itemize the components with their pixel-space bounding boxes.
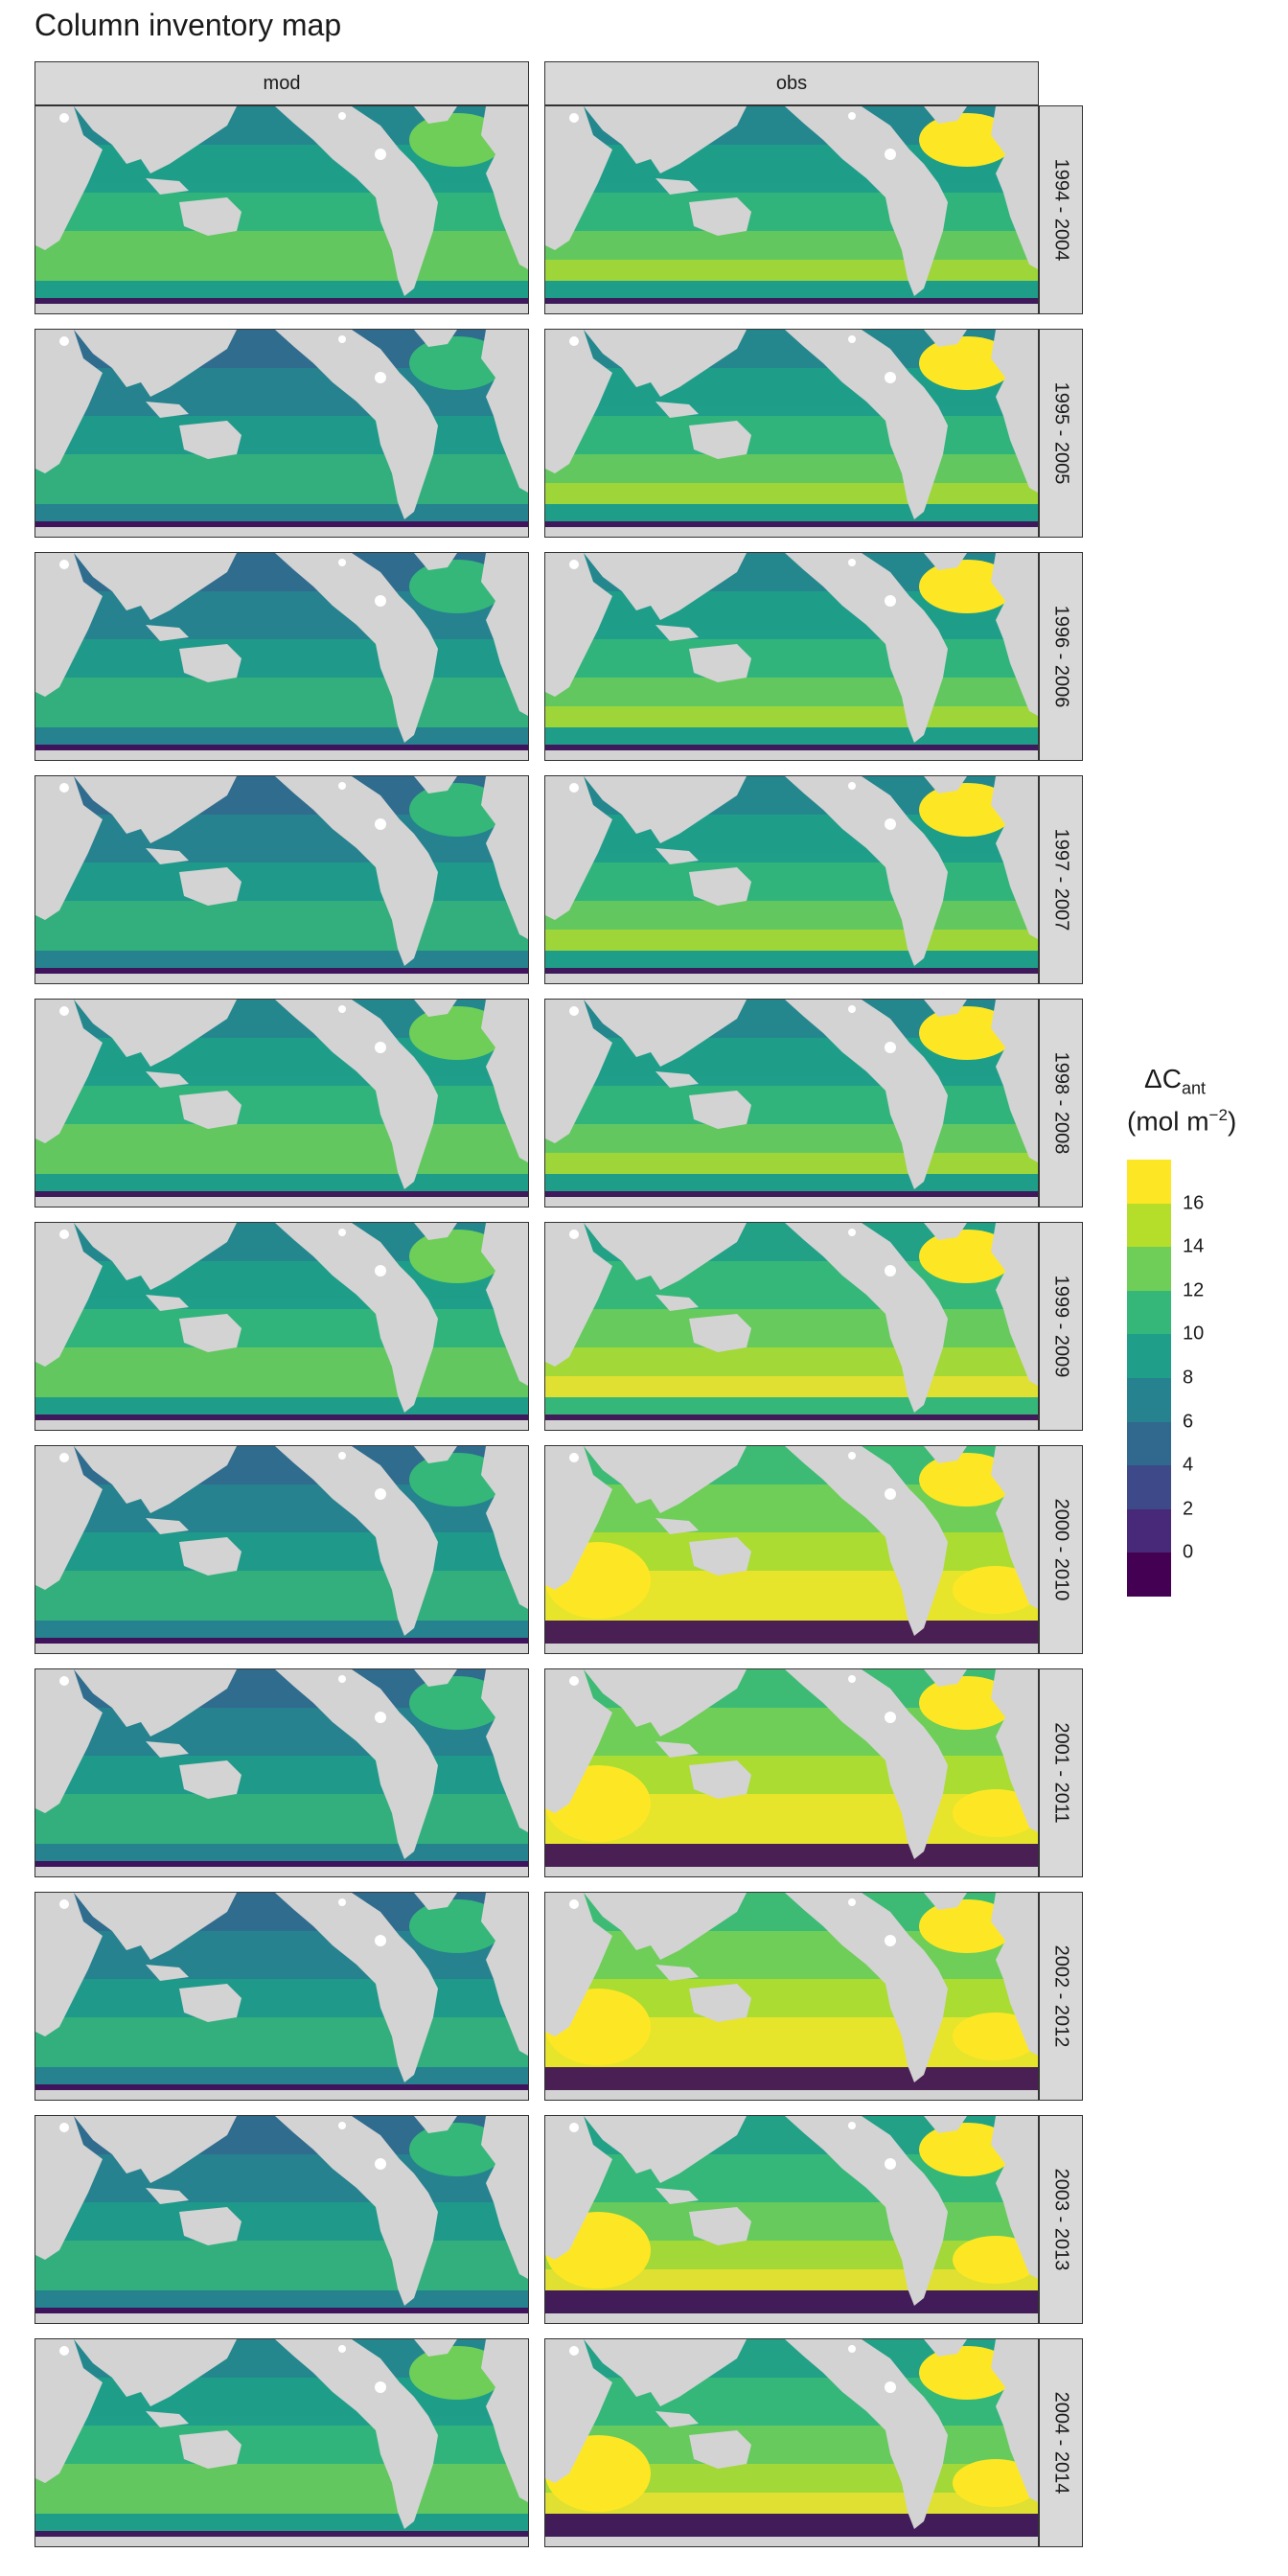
- row-strip: 2002 - 2012: [1039, 1892, 1083, 2101]
- legend-swatch: [1127, 1465, 1171, 1510]
- map-panel-mod-0: [34, 105, 529, 314]
- map-panel-obs-5: [544, 1222, 1039, 1431]
- row-strip: 1994 - 2004: [1039, 105, 1083, 314]
- row-strip-label: 1999 - 2009: [1050, 1275, 1072, 1378]
- legend-swatch: [1127, 1378, 1171, 1422]
- legend-swatch: [1127, 1552, 1171, 1598]
- row-strip: 1999 - 2009: [1039, 1222, 1083, 1431]
- map-panel-mod-6: [34, 1445, 529, 1654]
- map-panel-obs-7: [544, 1668, 1039, 1877]
- legend-colorbar: 16 14 12 10 8 6 4 2 0: [1127, 1160, 1204, 1598]
- row-strip-label: 2002 - 2012: [1050, 1944, 1072, 2048]
- row-strip: 2003 - 2013: [1039, 2115, 1083, 2324]
- map-panel-mod-2: [34, 552, 529, 761]
- legend-tick-label: 4: [1183, 1454, 1194, 1476]
- row-strip-label: 2001 - 2011: [1050, 1722, 1072, 1824]
- row-strip-label: 1994 - 2004: [1050, 158, 1072, 262]
- legend-units: (mol m−2): [1127, 1106, 1237, 1137]
- map-panel-mod-7: [34, 1668, 529, 1877]
- map-panel-mod-5: [34, 1222, 529, 1431]
- row-strip-label: 1995 - 2005: [1050, 381, 1072, 485]
- map-panel-obs-4: [544, 999, 1039, 1208]
- legend-swatch: [1127, 1160, 1171, 1204]
- legend-swatch: [1127, 1290, 1171, 1335]
- row-strip: 2001 - 2011: [1039, 1668, 1083, 1877]
- legend-tick-label: 8: [1183, 1367, 1194, 1389]
- row-strip-label: 2004 - 2014: [1050, 2391, 1072, 2495]
- row-strip-label: 1997 - 2007: [1050, 828, 1072, 932]
- map-panel-mod-4: [34, 999, 529, 1208]
- legend-swatch: [1127, 1508, 1171, 1553]
- legend-tick-label: 12: [1183, 1279, 1205, 1301]
- row-strip-label: 2000 - 2010: [1050, 1498, 1072, 1601]
- map-panel-obs-6: [544, 1445, 1039, 1654]
- row-strip-label: 1996 - 2006: [1050, 605, 1072, 708]
- map-panel-obs-2: [544, 552, 1039, 761]
- map-panel-obs-1: [544, 329, 1039, 538]
- row-strip: 2000 - 2010: [1039, 1445, 1083, 1654]
- legend-swatch: [1127, 1247, 1171, 1292]
- map-panel-mod-3: [34, 775, 529, 984]
- map-panel-obs-3: [544, 775, 1039, 984]
- figure-title: Column inventory map: [34, 8, 342, 42]
- row-strip-label: 1998 - 2008: [1050, 1051, 1072, 1155]
- map-panel-mod-9: [34, 2115, 529, 2324]
- legend-tick-label: 6: [1183, 1411, 1194, 1433]
- row-strip: 1996 - 2006: [1039, 552, 1083, 761]
- map-panel-obs-9: [544, 2115, 1039, 2324]
- row-strip: 1995 - 2005: [1039, 329, 1083, 538]
- legend-title: ΔCant: [1144, 1064, 1206, 1098]
- map-panel-mod-8: [34, 1892, 529, 2101]
- map-panel-mod-10: [34, 2338, 529, 2547]
- legend-tick-label: 14: [1183, 1235, 1205, 1257]
- row-strip: 1997 - 2007: [1039, 775, 1083, 984]
- legend-swatch: [1127, 1334, 1171, 1379]
- row-strip: 2004 - 2014: [1039, 2338, 1083, 2547]
- map-panel-obs-8: [544, 1892, 1039, 2101]
- row-strip: 1998 - 2008: [1039, 999, 1083, 1208]
- legend-tick-label: 10: [1183, 1322, 1205, 1345]
- column-strip-mod: mod: [34, 61, 529, 105]
- row-strip-label: 2003 - 2013: [1050, 2168, 1072, 2271]
- map-panel-mod-1: [34, 329, 529, 538]
- map-panel-obs-10: [544, 2338, 1039, 2547]
- legend-swatch: [1127, 1203, 1171, 1248]
- map-panel-obs-0: [544, 105, 1039, 314]
- legend-tick-label: 2: [1183, 1498, 1194, 1520]
- legend-swatch: [1127, 1421, 1171, 1466]
- legend-tick-label: 16: [1183, 1192, 1205, 1214]
- legend-tick-label: 0: [1183, 1541, 1194, 1563]
- column-strip-obs: obs: [544, 61, 1039, 105]
